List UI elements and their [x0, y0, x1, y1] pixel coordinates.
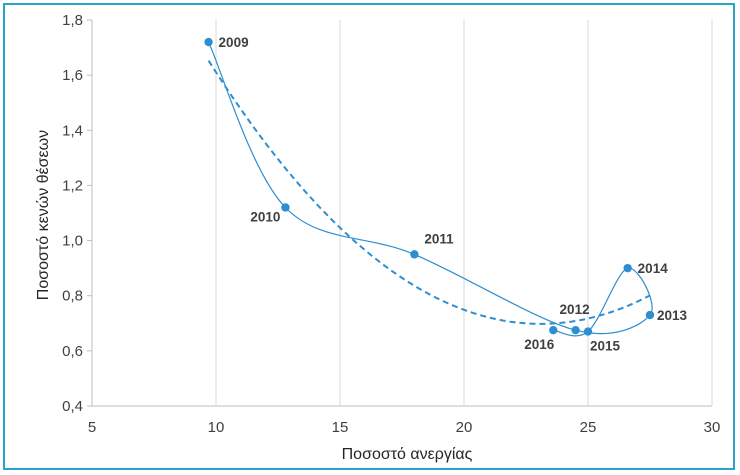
data-points: [204, 37, 655, 336]
y-tick-label: 1,4: [62, 122, 83, 139]
data-point-2012: [571, 325, 580, 335]
x-tick-label: 10: [208, 419, 225, 436]
data-point-2013: [645, 310, 655, 320]
data-label-2013: 2013: [657, 308, 688, 323]
tick-labels: 5 10 15 20 25 30 0,4 0,6 0,8 1,0 1,2 1,4 1,6 1,8: [62, 12, 720, 436]
y-tick-label: 0,4: [62, 398, 83, 415]
y-tick-label: 1,6: [62, 67, 83, 84]
y-tick-label: 0,6: [62, 343, 83, 360]
x-tick-label: 20: [456, 419, 473, 436]
x-tick-label: 15: [332, 419, 349, 436]
data-point-2010: [281, 203, 290, 212]
y-tick-label: 0,8: [62, 288, 83, 305]
trendline: [207, 60, 651, 325]
data-label-2014: 2014: [638, 261, 669, 276]
y-tick-label: 1,0: [62, 233, 83, 250]
x-tick-label: 5: [88, 419, 96, 436]
data-point-2015: [583, 327, 593, 336]
data-point-2011: [410, 250, 419, 259]
y-tick-label: 1,8: [62, 12, 83, 29]
data-label-2010: 2010: [250, 209, 280, 224]
data-label-2011: 2011: [424, 231, 454, 246]
data-label-2016: 2016: [524, 337, 555, 352]
data-label-2012: 2012: [560, 302, 590, 317]
chart-frame: [3, 3, 735, 470]
series-line: [208, 41, 653, 337]
data-point-2016: [549, 325, 558, 335]
x-axis-title: Ποσοστό ανεργίας: [342, 446, 473, 463]
data-label-2009: 2009: [219, 35, 249, 50]
axes: [87, 19, 712, 407]
data-labels: 2009 2010 2011 2012 2013 2014 2015 2016: [219, 35, 688, 354]
x-tick-label: 30: [704, 419, 721, 436]
y-axis-title: Ποσοστό κενών θέσεων: [35, 130, 52, 300]
data-label-2015: 2015: [590, 339, 621, 354]
data-point-2014: [623, 263, 632, 273]
x-tick-label: 25: [580, 419, 597, 436]
data-point-2009: [204, 37, 213, 47]
y-tick-label: 1,2: [62, 177, 83, 194]
grid-lines: [215, 20, 713, 406]
